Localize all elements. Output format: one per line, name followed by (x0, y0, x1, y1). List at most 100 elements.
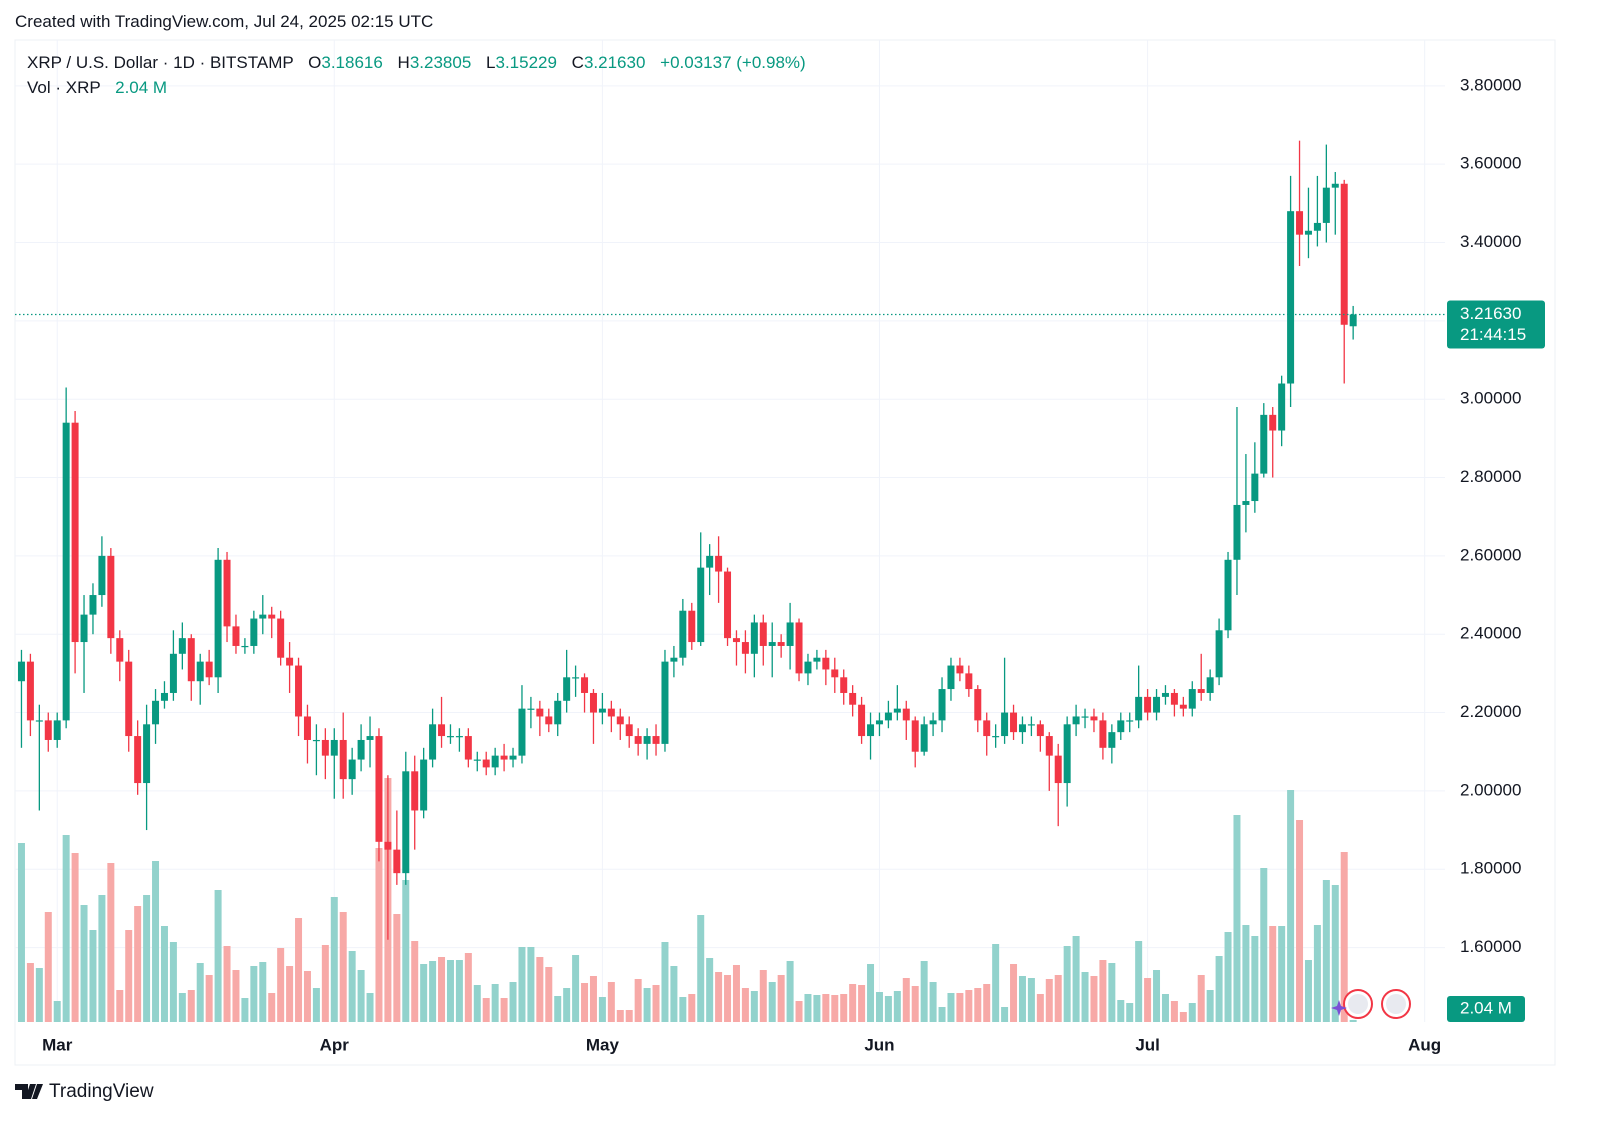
candle-body (1010, 712, 1018, 733)
candle-body (375, 736, 383, 842)
volume-bar (1117, 1000, 1125, 1022)
candle-body (983, 720, 991, 737)
volume-bar (938, 1007, 946, 1022)
x-tick-label: Jul (1135, 1035, 1160, 1054)
candle-body (303, 716, 311, 740)
y-tick-label: 2.60000 (1460, 545, 1521, 564)
ohlc-value: 3.18616 (321, 53, 383, 72)
volume-bar (134, 906, 142, 1022)
volume-bar (1090, 976, 1098, 1022)
candle-body (1001, 712, 1009, 737)
candle-body (384, 841, 392, 850)
candle-body (563, 677, 571, 701)
x-tick-label: Apr (320, 1035, 350, 1054)
candle-body (581, 677, 589, 693)
candle-body (1018, 724, 1026, 733)
volume-bar (1144, 978, 1152, 1022)
volume-bar (330, 897, 338, 1022)
volume-bar (1349, 1019, 1357, 1022)
volume-bar (616, 1010, 624, 1022)
x-tick-label: Aug (1408, 1035, 1441, 1054)
volume-bar (500, 998, 508, 1022)
candle-body (491, 755, 499, 768)
volume-bar (187, 990, 195, 1022)
volume-bar (554, 996, 562, 1022)
volume-bar (438, 957, 446, 1022)
legend-line: XRP / U.S. Dollar · 1D · BITSTAMP O3.186… (27, 53, 806, 73)
volume-bar (983, 984, 991, 1022)
candle-body (974, 689, 982, 721)
volume-bar (125, 930, 133, 1022)
volume-bar (929, 982, 937, 1022)
volume-bar (1027, 978, 1035, 1022)
volume-bar (491, 984, 499, 1022)
volume-bar (80, 905, 88, 1022)
chart-frame (14, 39, 1556, 1066)
candle-body (1144, 696, 1152, 713)
volume-bar (795, 1001, 803, 1022)
volume-bar (947, 993, 955, 1022)
volume-bar (920, 961, 928, 1022)
candle-body (768, 642, 776, 646)
candle-body (706, 555, 714, 568)
volume-bar (679, 997, 687, 1022)
volume-bar (196, 963, 204, 1022)
volume-bar (1313, 925, 1321, 1022)
candle-body (1304, 230, 1312, 235)
volume-bar (1010, 964, 1018, 1022)
candle-body (1099, 720, 1107, 748)
candle-body (500, 755, 508, 760)
volume-bar (875, 992, 883, 1022)
candle-body (1322, 187, 1330, 223)
candle-body (1269, 414, 1277, 431)
candle-body (688, 610, 696, 643)
volume-bar (143, 895, 151, 1022)
candle-body (652, 736, 660, 744)
volume-bar (1233, 815, 1241, 1022)
candle-body (947, 665, 955, 690)
footer-logo: TradingView (15, 1081, 154, 1102)
volume-box (1447, 995, 1525, 1022)
candle-body (715, 555, 723, 572)
volume-bar (1224, 932, 1232, 1022)
candle-body (482, 759, 490, 768)
volume-bar (286, 966, 294, 1022)
candle-body (438, 724, 446, 737)
volume-bar (446, 960, 454, 1022)
candle-body (1108, 732, 1116, 748)
candle-body (902, 708, 910, 721)
candle-body (813, 657, 821, 662)
volume-bar (303, 971, 311, 1022)
volume-bar (777, 975, 785, 1022)
volume-bar (732, 965, 740, 1022)
candle-body (1036, 724, 1044, 737)
candle-body (804, 661, 812, 674)
volume-bar (849, 984, 857, 1022)
candle-body (232, 626, 240, 646)
volume-bar (974, 988, 982, 1022)
candle-body (160, 692, 168, 701)
y-tick-label: 2.80000 (1460, 467, 1521, 486)
volume-bar (473, 985, 481, 1022)
volume-bar (1269, 926, 1277, 1022)
x-tick-label: May (586, 1035, 620, 1054)
volume-bar (902, 978, 910, 1022)
candle-body (1260, 414, 1268, 474)
volume-bar (858, 985, 866, 1022)
volume-bar (1296, 820, 1304, 1022)
volume-bar (375, 848, 383, 1022)
candle-body (831, 669, 839, 678)
volume-bar (965, 990, 973, 1022)
volume-bar (1340, 852, 1348, 1022)
volume-bar (750, 991, 758, 1022)
volume-bar (536, 957, 544, 1022)
volume-bar (715, 972, 723, 1022)
candle-body (589, 692, 597, 713)
volume-bar (786, 961, 794, 1022)
candle-body (518, 708, 526, 756)
volume-bar (348, 951, 356, 1022)
candle-body (1242, 501, 1250, 505)
volume-bar (1072, 936, 1080, 1022)
candle-body (732, 638, 740, 643)
